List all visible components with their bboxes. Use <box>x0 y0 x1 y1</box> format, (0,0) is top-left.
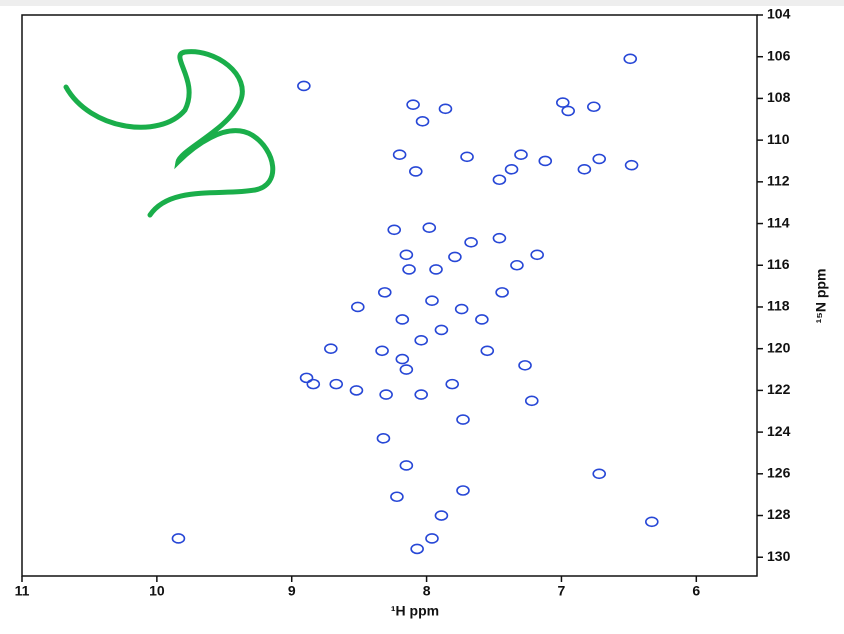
y-tick-label: 130 <box>767 548 791 564</box>
peak <box>464 237 478 248</box>
y-tick-label: 116 <box>767 256 790 272</box>
peak <box>429 264 443 275</box>
peak <box>351 301 365 313</box>
peak <box>297 80 311 92</box>
peak <box>445 378 460 390</box>
peak <box>387 224 402 236</box>
peak <box>592 153 607 165</box>
peak <box>415 116 430 127</box>
peak <box>408 166 423 177</box>
y-tick-label: 122 <box>767 381 791 397</box>
peak <box>171 533 186 544</box>
peak <box>495 287 509 298</box>
peak <box>456 485 470 496</box>
peak <box>376 433 391 444</box>
x-tick-label: 8 <box>423 583 431 599</box>
peak <box>587 101 601 113</box>
peak <box>510 259 524 271</box>
y-tick-label: 128 <box>767 506 791 522</box>
peak <box>524 395 539 407</box>
y-axis-label: ¹⁵N ppm <box>813 269 829 324</box>
y-tick-label: 118 <box>767 298 790 314</box>
peak <box>425 295 439 307</box>
peak <box>375 345 389 357</box>
peak <box>456 414 470 425</box>
peak <box>395 314 410 325</box>
peak <box>379 389 393 400</box>
x-tick-label: 6 <box>692 583 700 599</box>
peak <box>645 516 659 528</box>
peak <box>460 151 474 163</box>
peak <box>577 164 592 175</box>
peak <box>448 251 462 263</box>
peak <box>514 149 528 161</box>
peak <box>434 324 449 336</box>
peak <box>475 314 489 325</box>
peak <box>422 222 437 234</box>
y-tick-label: 112 <box>767 173 790 189</box>
x-tick-label: 10 <box>149 583 165 599</box>
peak <box>561 105 575 117</box>
peak <box>377 287 392 298</box>
peak <box>329 378 344 390</box>
peak <box>555 97 570 108</box>
y-tick-label: 104 <box>767 6 791 22</box>
y-tick-label: 126 <box>767 465 791 481</box>
y-tick-label: 108 <box>767 89 791 105</box>
peak <box>438 103 453 115</box>
peak <box>299 372 314 384</box>
x-tick-label: 11 <box>15 583 30 599</box>
peak <box>414 389 428 400</box>
peak <box>410 543 424 555</box>
x-tick-label: 7 <box>558 583 566 599</box>
y-tick-label: 114 <box>767 214 790 230</box>
peak <box>592 468 607 480</box>
peak <box>414 335 428 346</box>
peak <box>624 159 639 171</box>
y-tick-label: 124 <box>767 423 791 439</box>
peak <box>390 491 404 503</box>
peak <box>623 53 638 65</box>
peak <box>406 99 420 110</box>
y-tick-label: 110 <box>767 131 790 147</box>
peak <box>530 249 544 261</box>
peak <box>518 360 532 371</box>
annotation-scribble <box>63 49 276 218</box>
x-tick-label: 9 <box>288 583 296 599</box>
peak <box>538 155 553 167</box>
y-tick-label: 120 <box>767 339 791 355</box>
peak <box>402 264 416 275</box>
peak <box>399 249 414 261</box>
top-band <box>0 0 844 6</box>
peak <box>349 385 364 396</box>
peak <box>395 353 410 365</box>
peak <box>492 174 507 186</box>
peak <box>480 345 495 357</box>
peak <box>399 460 414 471</box>
peak <box>392 149 407 161</box>
peak <box>306 378 321 390</box>
peak <box>492 232 507 244</box>
peak <box>399 364 414 375</box>
peak <box>324 343 338 354</box>
peak <box>454 303 469 315</box>
peak <box>434 510 449 521</box>
y-tick-label: 106 <box>767 47 791 63</box>
peak <box>425 533 439 544</box>
peak <box>504 164 519 175</box>
x-axis-label: ¹H ppm <box>391 603 439 619</box>
